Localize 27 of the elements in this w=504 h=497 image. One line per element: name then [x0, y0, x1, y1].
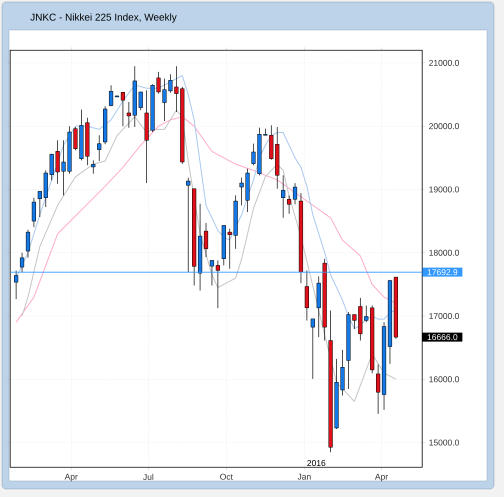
candlestick	[310, 318, 315, 380]
line-series	[16, 116, 396, 323]
candlestick	[32, 197, 36, 228]
x-tick-label: Jan	[298, 474, 311, 480]
text: 16666.0	[428, 334, 458, 340]
candlestick	[20, 252, 24, 272]
chart-title: JNKC - Nikkei 225 Index, Weekly	[30, 13, 177, 23]
y-tick-label: 16000.0	[429, 376, 459, 382]
x-tick-label: Apr	[374, 474, 388, 482]
x-tick-label: Oct	[220, 474, 233, 480]
candlestick	[14, 270, 18, 300]
candlestick	[186, 177, 190, 272]
y-tick-label: 15000.0	[429, 440, 459, 446]
ref-line-label: 17692.9	[428, 269, 458, 276]
y-tick-label: 17000.0	[429, 313, 459, 320]
y-tick-label: 18000.0	[429, 250, 459, 256]
x-tick-label: Apr	[64, 474, 78, 482]
x-tick-label: Jul	[143, 474, 154, 480]
y-tick-label: 20000.0	[429, 123, 459, 130]
candlestick	[26, 229, 30, 258]
candlestick	[304, 270, 310, 321]
y-tick-label: 21000.0	[429, 60, 459, 66]
candlestick	[97, 134, 102, 162]
candlestick	[91, 160, 96, 174]
candlestick	[281, 174, 286, 218]
y-tick-label: 19000.0	[429, 186, 459, 192]
annotation: 2016	[307, 460, 326, 466]
